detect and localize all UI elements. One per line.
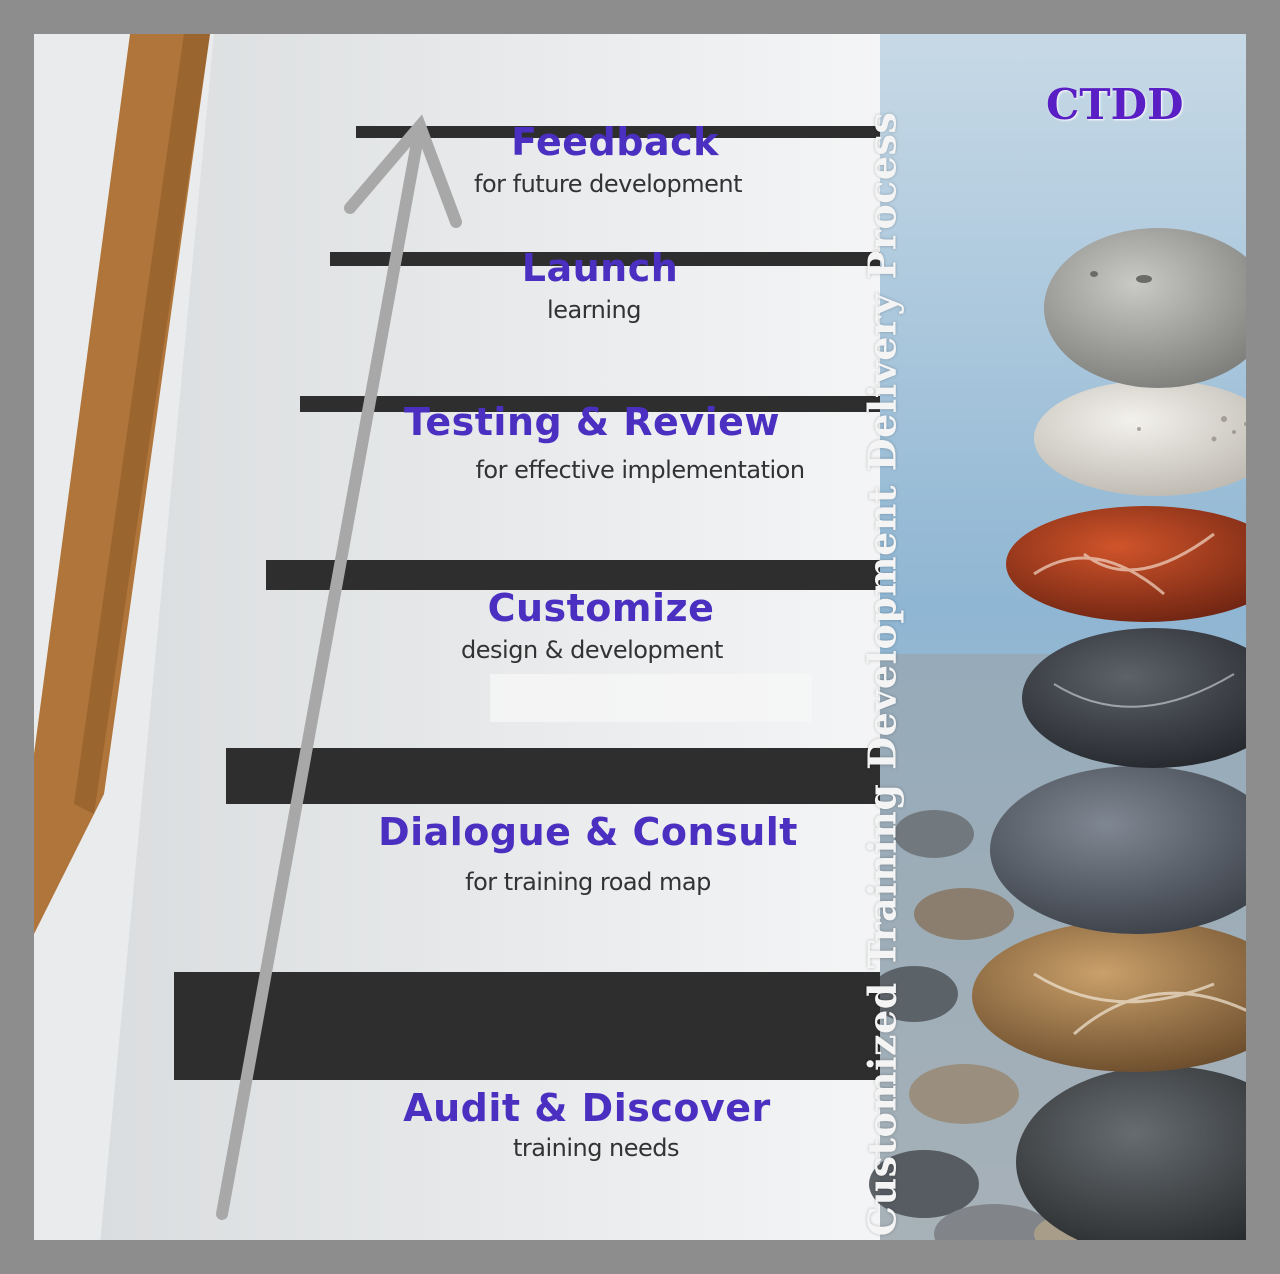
step-title-audit-discover: Audit & Discover [403,1086,771,1130]
stone-5 [990,766,1246,934]
step-title-dialogue-consult: Dialogue & Consult [378,810,798,854]
step-title-testing-review: Testing & Review [403,400,781,444]
staircase-scene [34,34,1246,1240]
stone-7 [1016,1066,1246,1240]
step-subtitle-testing-review: for effective implementation [475,456,805,484]
stone-1 [1044,228,1246,388]
step-subtitle-launch: learning [547,296,641,324]
step-title-launch: Launch [521,246,679,290]
ctdd-badge: CTDD [1046,80,1184,129]
step-title-feedback: Feedback [511,120,719,164]
poster-frame: Customized Training Development Delivery… [34,34,1246,1240]
step-subtitle-feedback: for future development [474,170,742,198]
vertical-title: Customized Training Development Delivery… [859,111,905,1237]
progress-arrow [216,114,462,1220]
step-subtitle-dialogue-consult: for training road map [465,868,711,896]
stone-2 [1034,380,1246,496]
stone-4 [1022,628,1246,768]
step-subtitle-audit-discover: training needs [512,1134,680,1162]
stair-treads [174,126,880,1080]
step-subtitle-customize: design & development [461,636,723,664]
stone-3 [1006,506,1246,622]
step-title-customize: Customize [487,586,715,630]
stone-6 [972,920,1246,1072]
